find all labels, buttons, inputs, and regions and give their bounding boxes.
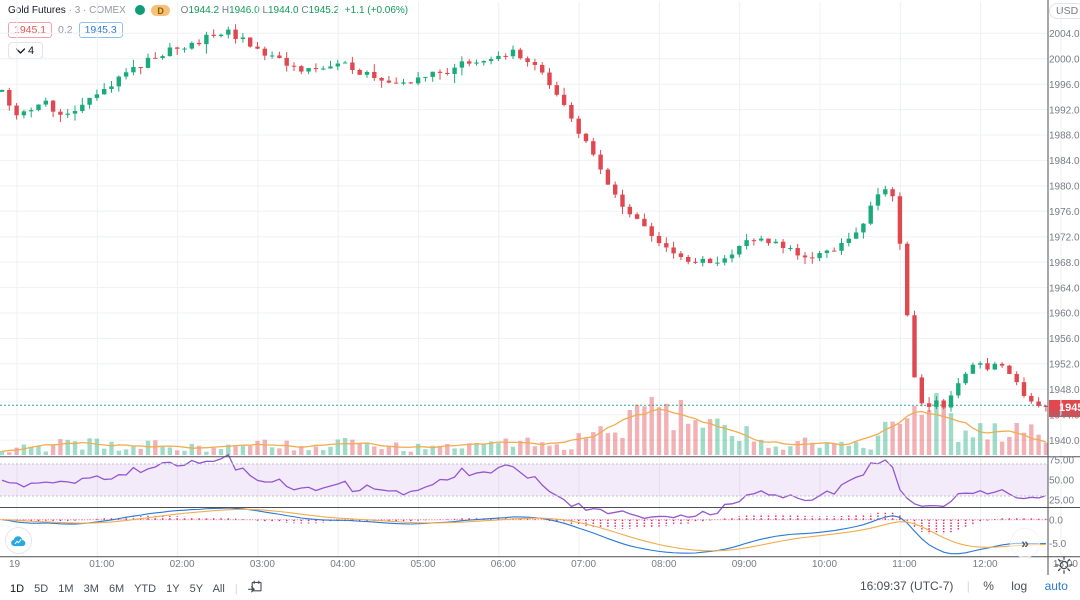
svg-text:50.00: 50.00	[1049, 476, 1074, 487]
svg-text:08:00: 08:00	[651, 559, 676, 570]
svg-text:1948.0: 1948.0	[1049, 385, 1080, 396]
svg-text:1988.0: 1988.0	[1049, 131, 1080, 142]
svg-text:11:00: 11:00	[892, 559, 917, 570]
svg-text:1992.0: 1992.0	[1049, 105, 1080, 116]
svg-text:1940.0: 1940.0	[1049, 436, 1080, 447]
svg-text:02:00: 02:00	[170, 559, 195, 570]
svg-text:05:00: 05:00	[411, 559, 436, 570]
svg-text:-5.0: -5.0	[1049, 539, 1067, 550]
svg-text:03:00: 03:00	[250, 559, 275, 570]
svg-text:1972.0: 1972.0	[1049, 232, 1080, 243]
svg-text:25.00: 25.00	[1049, 496, 1074, 507]
svg-text:1956.0: 1956.0	[1049, 334, 1080, 345]
svg-text:1996.0: 1996.0	[1049, 80, 1080, 91]
svg-text:1944.0: 1944.0	[1049, 410, 1080, 421]
svg-text:1980.0: 1980.0	[1049, 182, 1080, 193]
svg-text:75.00: 75.00	[1049, 456, 1074, 467]
svg-text:1968.0: 1968.0	[1049, 258, 1080, 269]
svg-text:01:00: 01:00	[89, 559, 114, 570]
svg-text:2004.0: 2004.0	[1049, 29, 1080, 40]
svg-text:19: 19	[9, 559, 21, 570]
svg-text:12:00: 12:00	[973, 559, 998, 570]
svg-text:04:00: 04:00	[330, 559, 355, 570]
svg-text:1976.0: 1976.0	[1049, 207, 1080, 218]
svg-text:1964.0: 1964.0	[1049, 283, 1080, 294]
svg-text:1984.0: 1984.0	[1049, 156, 1080, 167]
svg-text:09:00: 09:00	[732, 559, 757, 570]
svg-text:0.0: 0.0	[1049, 515, 1063, 526]
svg-text:2000.0: 2000.0	[1049, 54, 1080, 65]
svg-text:06:00: 06:00	[491, 559, 516, 570]
svg-text:07:00: 07:00	[571, 559, 596, 570]
svg-text:1960.0: 1960.0	[1049, 309, 1080, 320]
svg-text:10:00: 10:00	[812, 559, 837, 570]
svg-text:1952.0: 1952.0	[1049, 360, 1080, 371]
